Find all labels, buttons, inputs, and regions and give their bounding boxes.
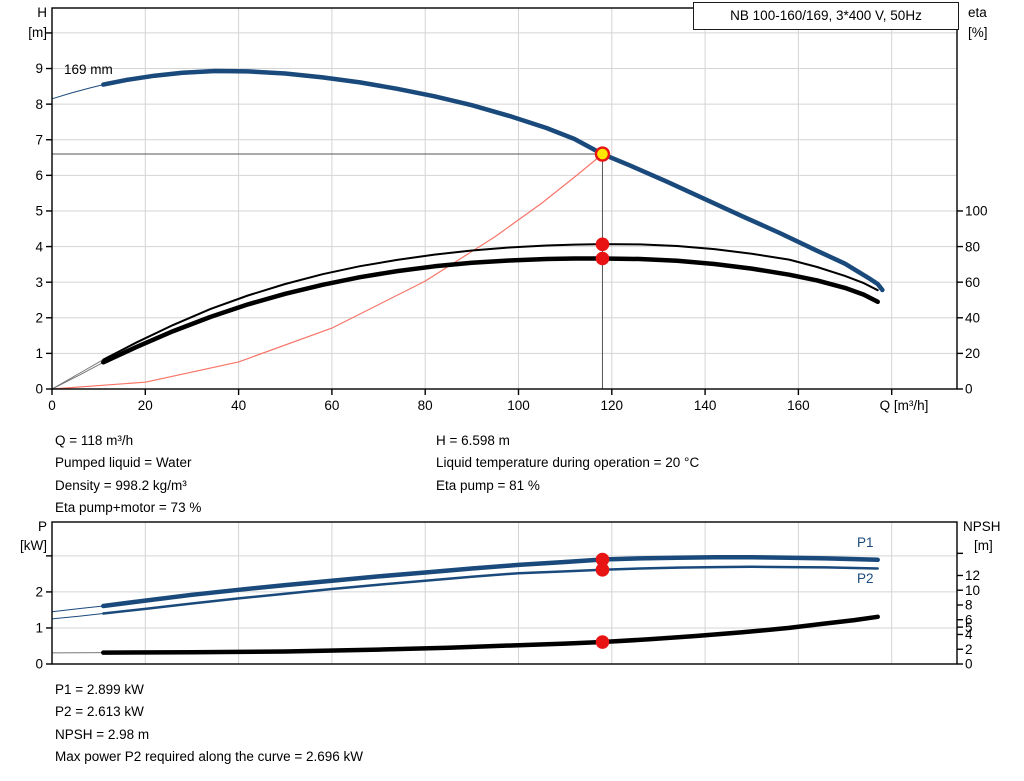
info-line-p2: P2 = 2.613 kW bbox=[55, 704, 144, 720]
tick-label-left: 2 bbox=[35, 310, 43, 325]
system-curve-curve bbox=[51, 153, 604, 390]
info-line-eta-pump: Eta pump = 81 % bbox=[436, 477, 540, 493]
tick-label-left: 6 bbox=[35, 168, 43, 183]
head-169mm-curve bbox=[101, 68, 885, 293]
tick-label-left: 5 bbox=[35, 204, 43, 219]
operating-point-dot bbox=[595, 552, 610, 567]
eta-pump-curve bbox=[102, 243, 879, 361]
tick-label-bottom: 80 bbox=[418, 398, 433, 413]
tick-label-bottom: 120 bbox=[601, 398, 624, 413]
tick-label-left: 7 bbox=[35, 132, 43, 147]
duty-info-right: H = 6.598 m Liquid temperature during op… bbox=[436, 430, 699, 497]
operating-point-dot bbox=[595, 635, 610, 649]
q-axis-label: Q [m³/h] bbox=[879, 398, 929, 413]
tick-label-right: 10 bbox=[965, 583, 980, 598]
tick-label-right: 0 bbox=[965, 382, 973, 397]
top-chart: 0 1 2 3 4 5 6 7 8 9 0 20 40 60 80 100 0 20 40 60 80 100 120 140… bbox=[35, 7, 988, 413]
tick-label-right: 12 bbox=[965, 568, 980, 583]
tick-label-bottom: 100 bbox=[507, 398, 530, 413]
info-line-liquid: Pumped liquid = Water bbox=[55, 455, 192, 471]
p-axis-title: P bbox=[37, 519, 47, 534]
tick-label-bottom: 0 bbox=[48, 398, 56, 413]
tick-label-right: 2 bbox=[965, 642, 973, 657]
duty-info-left: Q = 118 m³/h Pumped liquid = Water Densi… bbox=[55, 430, 201, 520]
tick-label-right: 0 bbox=[965, 657, 973, 672]
tick-label-right: 40 bbox=[965, 310, 980, 325]
tick-label-right: 8 bbox=[965, 598, 973, 613]
tick-label-right: 6 bbox=[965, 612, 973, 627]
tick-label-left: 8 bbox=[35, 97, 43, 112]
duty-point-marker bbox=[594, 146, 611, 162]
npsh-axis-unit: [m] bbox=[974, 538, 993, 553]
operating-point-dot bbox=[595, 563, 610, 577]
h-axis-unit: [m] bbox=[28, 25, 47, 40]
p2-curve bbox=[102, 565, 879, 615]
info-line-h: H = 6.598 m bbox=[436, 433, 510, 448]
info-line-temp: Liquid temperature during operation = 20… bbox=[436, 455, 700, 471]
operating-point-dot bbox=[595, 251, 610, 266]
tick-label-bottom: 160 bbox=[787, 398, 810, 413]
npsh-curve bbox=[101, 614, 880, 655]
tick-label-right: 100 bbox=[965, 204, 988, 219]
info-line-maxp2: Max power P2 required along the curve = … bbox=[55, 749, 364, 765]
eta-pump-motor-curve bbox=[101, 256, 880, 365]
tick-label-bottom: 40 bbox=[231, 398, 246, 413]
head-169mm-curve-thin bbox=[51, 84, 104, 100]
p-axis-unit: [kW] bbox=[20, 538, 47, 553]
tick-label-bottom: 20 bbox=[138, 398, 153, 413]
p1-curve bbox=[101, 555, 880, 609]
tick-label-left: 0 bbox=[35, 382, 43, 397]
info-line-eta-total: Eta pump+motor = 73 % bbox=[55, 500, 202, 516]
info-line-q: Q = 118 m³/h bbox=[55, 433, 134, 448]
power-info: P1 = 2.899 kW P2 = 2.613 kW NPSH = 2.98 … bbox=[55, 679, 363, 769]
eta-axis-title: eta bbox=[968, 5, 987, 20]
plot-border bbox=[51, 7, 958, 390]
operating-point-dot bbox=[595, 237, 610, 252]
tick-label-left: 9 bbox=[35, 61, 43, 76]
tick-label-bottom: 60 bbox=[324, 398, 339, 413]
eta-axis-unit: [%] bbox=[968, 25, 988, 40]
eta-pump-curve-thin bbox=[51, 359, 104, 390]
tick-label-left: 2 bbox=[35, 585, 43, 600]
h-axis-title: H bbox=[37, 5, 47, 20]
tick-label-right: 5 bbox=[965, 620, 973, 635]
p1-curve-thin bbox=[51, 605, 104, 613]
info-line-density: Density = 998.2 kg/m³ bbox=[55, 477, 187, 493]
p2-curve-thin bbox=[51, 613, 104, 620]
tick-label-left: 1 bbox=[35, 346, 43, 361]
tick-label-left: 3 bbox=[35, 275, 43, 290]
info-line-npsh: NPSH = 2.98 m bbox=[55, 726, 150, 742]
tick-label-left: 4 bbox=[35, 239, 43, 254]
eta-pump-motor-curve-thin bbox=[51, 361, 104, 390]
tick-label-right: 80 bbox=[965, 239, 980, 254]
plot-border bbox=[51, 521, 958, 665]
tick-label-right: 20 bbox=[965, 346, 980, 361]
npsh-axis-title: NPSH bbox=[963, 519, 1001, 534]
tick-label-right: 4 bbox=[965, 627, 973, 642]
p1-curve-label: P1 bbox=[857, 535, 874, 550]
tick-label-left: 0 bbox=[35, 657, 43, 672]
tick-label-left: 1 bbox=[35, 621, 43, 636]
tick-label-right: 60 bbox=[965, 275, 980, 290]
impeller-diameter-label: 169 mm bbox=[64, 62, 113, 77]
pump-title-box: NB 100-160/169, 3*400 V, 50Hz bbox=[693, 2, 959, 30]
tick-label-bottom: 140 bbox=[694, 398, 717, 413]
info-line-p1: P1 = 2.899 kW bbox=[55, 682, 144, 697]
p2-curve-label: P2 bbox=[857, 571, 874, 586]
